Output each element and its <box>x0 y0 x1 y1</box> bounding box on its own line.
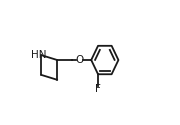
Text: HN: HN <box>31 50 47 60</box>
Text: F: F <box>95 84 101 94</box>
Text: O: O <box>75 55 84 65</box>
